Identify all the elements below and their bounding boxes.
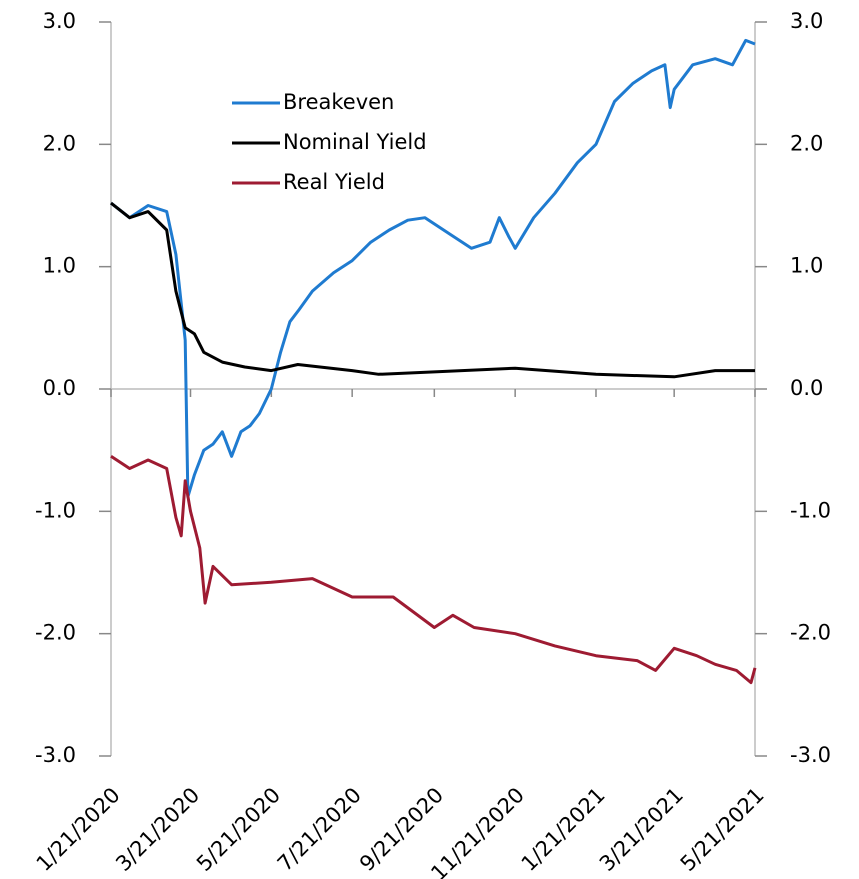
y-tick-label: 0.0 bbox=[43, 376, 76, 400]
x-tick-label: 5/21/2021 bbox=[676, 783, 769, 876]
y-tick-label: -3.0 bbox=[35, 743, 76, 767]
y2-tick-label: 1.0 bbox=[790, 254, 823, 278]
x-tick-label: 7/21/2020 bbox=[273, 783, 366, 876]
legend-label: Breakeven bbox=[283, 90, 394, 114]
legend-label: Nominal Yield bbox=[283, 130, 427, 154]
x-tick-label: 1/21/2020 bbox=[32, 783, 125, 876]
x-tick-label: 1/21/2021 bbox=[517, 783, 610, 876]
series-line bbox=[110, 455, 757, 685]
y-tick-label: -1.0 bbox=[35, 498, 76, 522]
y2-tick-label: -1.0 bbox=[790, 498, 831, 522]
y-tick-label: 3.0 bbox=[43, 9, 76, 33]
legend-label: Real Yield bbox=[283, 170, 385, 194]
y2-tick-label: 3.0 bbox=[790, 9, 823, 33]
y2-tick-label: 2.0 bbox=[790, 131, 823, 155]
y2-tick-label: -3.0 bbox=[790, 743, 831, 767]
series-line bbox=[110, 201, 755, 379]
x-tick-label: 3/21/2021 bbox=[595, 783, 688, 876]
y-tick-label: -2.0 bbox=[35, 621, 76, 645]
y2-tick-label: 0.0 bbox=[790, 376, 823, 400]
y-tick-label: 1.0 bbox=[43, 254, 76, 278]
x-tick-label: 5/21/2020 bbox=[192, 783, 285, 876]
series-line bbox=[110, 38, 756, 499]
y-tick-label: 2.0 bbox=[43, 131, 76, 155]
y2-tick-label: -2.0 bbox=[790, 621, 831, 645]
x-tick-label: 3/21/2020 bbox=[111, 783, 204, 876]
